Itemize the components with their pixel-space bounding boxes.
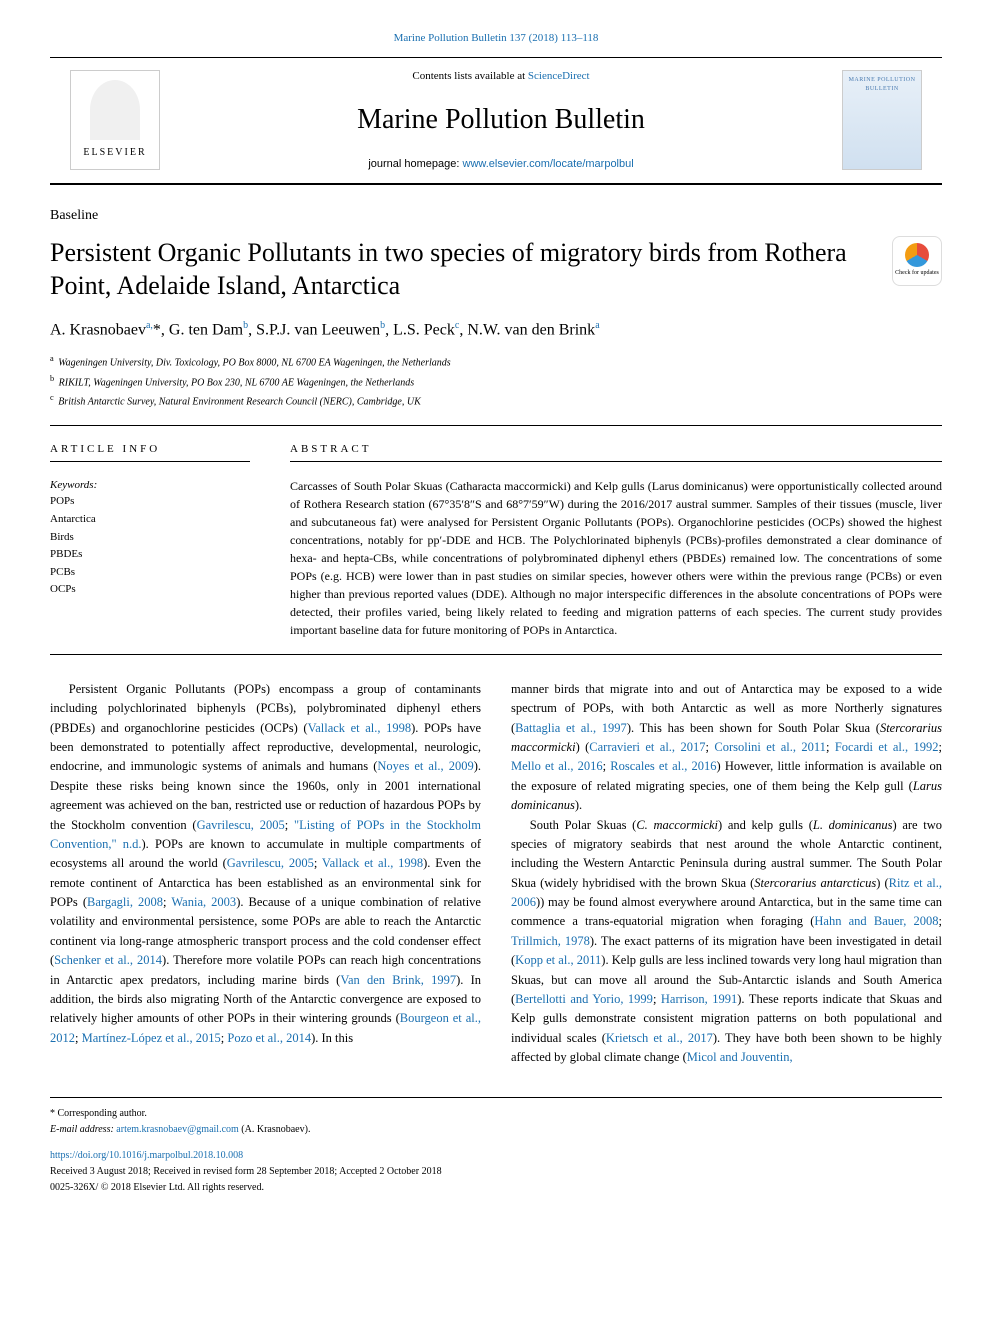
body-left-p1: Persistent Organic Pollutants (POPs) enc… [50, 680, 481, 1048]
article-info-col: ARTICLE INFO Keywords: POPsAntarcticaBir… [50, 441, 250, 639]
abstract-col: ABSTRACT Carcasses of South Polar Skuas … [290, 441, 942, 639]
affiliations: a Wageningen University, Div. Toxicology… [50, 352, 942, 410]
email-label: E-mail address: [50, 1124, 116, 1135]
title-row: Persistent Organic Pollutants in two spe… [50, 236, 942, 304]
abstract-text: Carcasses of South Polar Skuas (Catharac… [290, 477, 942, 639]
authors-line: A. Krasnobaeva,*, G. ten Damb, S.P.J. va… [50, 318, 942, 342]
keywords-list: POPsAntarcticaBirdsPBDEsPCBsOCPs [50, 493, 250, 599]
article-title: Persistent Organic Pollutants in two spe… [50, 236, 872, 304]
citation-link[interactable]: Marine Pollution Bulletin 137 (2018) 113… [394, 32, 599, 44]
journal-header: ELSEVIER Contents lists available at Sci… [50, 57, 942, 185]
elsevier-tree-icon [90, 80, 140, 140]
body-left-col: Persistent Organic Pollutants (POPs) enc… [50, 680, 481, 1068]
email-author: (A. Krasnobaev). [239, 1124, 311, 1135]
footer: * Corresponding author. E-mail address: … [50, 1097, 942, 1196]
divider-bottom [50, 654, 942, 655]
elsevier-label: ELSEVIER [83, 145, 146, 160]
keywords-label: Keywords: [50, 477, 250, 494]
sciencedirect-link[interactable]: ScienceDirect [528, 70, 590, 82]
email-line: E-mail address: artem.krasnobaev@gmail.c… [50, 1122, 942, 1138]
doi-link[interactable]: https://doi.org/10.1016/j.marpolbul.2018… [50, 1150, 243, 1161]
elsevier-logo: ELSEVIER [70, 70, 160, 170]
cover-title: MARINE POLLUTION BULLETIN [848, 76, 916, 94]
homepage-line: journal homepage: www.elsevier.com/locat… [180, 156, 822, 173]
corresponding-author: * Corresponding author. [50, 1106, 942, 1122]
body-right-p2: South Polar Skuas (C. maccormicki) and k… [511, 816, 942, 1068]
homepage-link[interactable]: www.elsevier.com/locate/marpolbul [463, 158, 634, 170]
updates-circle-icon [905, 243, 929, 267]
header-citation: Marine Pollution Bulletin 137 (2018) 113… [0, 0, 992, 57]
doi-line: https://doi.org/10.1016/j.marpolbul.2018… [50, 1148, 942, 1164]
email-link[interactable]: artem.krasnobaev@gmail.com [116, 1124, 239, 1135]
contents-line: Contents lists available at ScienceDirec… [180, 68, 822, 85]
issn-line: 0025-326X/ © 2018 Elsevier Ltd. All righ… [50, 1180, 942, 1196]
article-info-heading: ARTICLE INFO [50, 441, 250, 462]
updates-label: Check for updates [895, 269, 939, 278]
body-columns: Persistent Organic Pollutants (POPs) enc… [50, 680, 942, 1068]
article-section-label: Baseline [50, 205, 942, 226]
homepage-prefix: journal homepage: [368, 158, 462, 170]
journal-name: Marine Pollution Bulletin [180, 99, 822, 141]
divider-top [50, 425, 942, 426]
body-right-p1: manner birds that migrate into and out o… [511, 680, 942, 816]
body-right-col: manner birds that migrate into and out o… [511, 680, 942, 1068]
contents-prefix: Contents lists available at [412, 70, 527, 82]
received-line: Received 3 August 2018; Received in revi… [50, 1164, 942, 1180]
check-updates-badge[interactable]: Check for updates [892, 236, 942, 286]
info-abstract-row: ARTICLE INFO Keywords: POPsAntarcticaBir… [50, 441, 942, 639]
journal-center: Contents lists available at ScienceDirec… [180, 68, 822, 173]
journal-cover-thumbnail: MARINE POLLUTION BULLETIN [842, 70, 922, 170]
abstract-heading: ABSTRACT [290, 441, 942, 462]
